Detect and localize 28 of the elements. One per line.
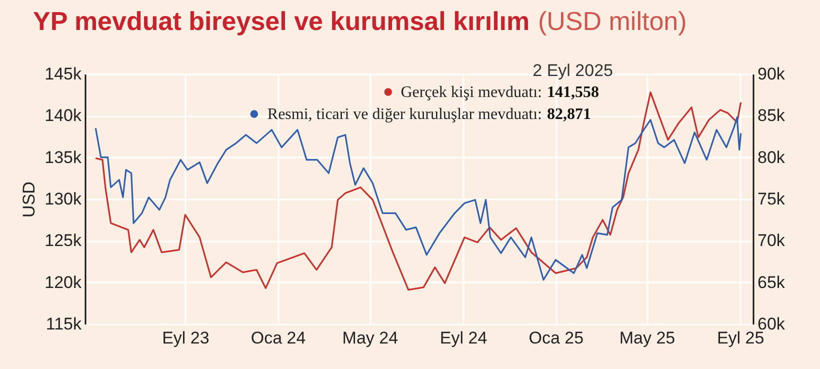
legend-label: Gerçek kişi mevduatı: — [400, 84, 542, 101]
y-tick-label: 125k — [44, 231, 82, 250]
x-tick-label: Eyl 23 — [162, 328, 210, 348]
x-tick-label: Oca 24 — [250, 328, 306, 348]
annotation: 82,871 — [547, 106, 591, 123]
x-tick-label: Eyl 24 — [440, 328, 488, 348]
legend-label: Resmi, ticari ve diğer kuruluşlar mevduatı: — [267, 106, 542, 123]
y-tick-label: 145k — [44, 64, 82, 84]
annotation: 141,558 — [547, 84, 599, 101]
y-tick-label: 120k — [44, 272, 82, 292]
y-axis-title: USD — [20, 182, 39, 218]
y2-tick-label: 85k — [758, 106, 786, 126]
x-tick-label: May 24 — [342, 328, 398, 348]
y-tick-label: 135k — [44, 148, 82, 167]
y2-tick-label: 80k — [758, 148, 786, 167]
x-tick-label: Oca 25 — [528, 328, 584, 348]
annotation: 2 Eyl 2025 — [532, 61, 613, 80]
x-tick-label: May 25 — [619, 328, 676, 348]
y2-tick-label: 90k — [758, 64, 786, 84]
chart-title: YP mevduat bireysel ve kurumsal kırılım — [33, 6, 530, 36]
y2-tick-label: 75k — [758, 190, 786, 208]
y-tick-label: 115k — [46, 314, 82, 334]
y2-tick-label: 65k — [758, 272, 786, 292]
y2-tick-label: 70k — [758, 231, 786, 250]
y-tick-label: 140k — [44, 106, 82, 126]
y-tick-label: 130k — [44, 190, 82, 208]
x-tick-label: Eyl 25 — [716, 328, 764, 348]
chart-subtitle: (USD milton) — [538, 6, 687, 36]
